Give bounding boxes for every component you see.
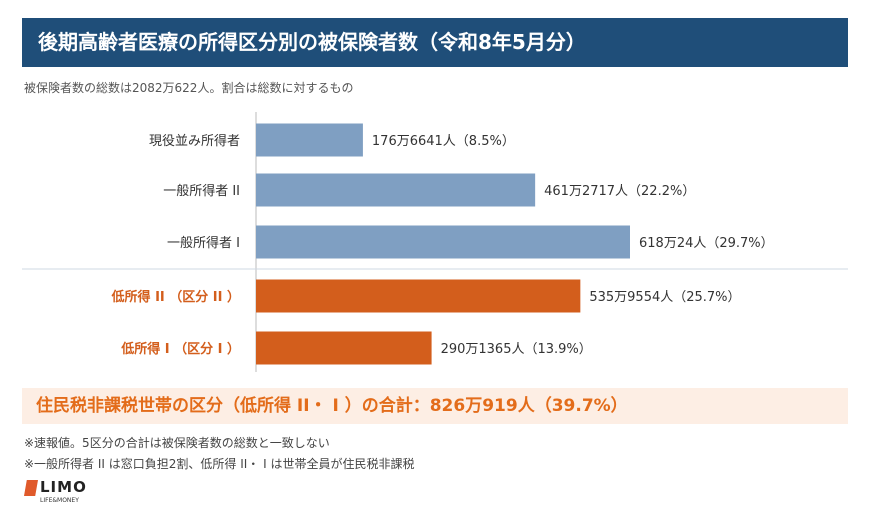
category-label-1: 一般所得者 II bbox=[163, 183, 240, 199]
chart-title: 後期高齢者医療の所得区分別の被保険者数（令和8年5月分） bbox=[22, 18, 848, 67]
data-label-4: 290万1365人（13.9%） bbox=[441, 342, 592, 357]
logo-mark-icon bbox=[24, 480, 38, 496]
bar-chart: 現役並み所得者 176万6641人（8.5%） 一般所得者 II 461万2717人（… bbox=[22, 112, 848, 372]
chart-subtitle: 被保険者数の総数は2082万622人。割合は総数に対するもの bbox=[24, 81, 354, 95]
bar-4 bbox=[256, 331, 432, 365]
category-label-4: 低所得 I （区分 I ） bbox=[120, 341, 240, 357]
total-summary: 住民税非課税世帯の区分（低所得 II・ I ）の合計：826万919人（39.7… bbox=[22, 388, 848, 424]
data-label-2: 618万24人（29.7%） bbox=[639, 236, 774, 251]
limo-logo: LIMO LIFE&MONEY bbox=[24, 478, 87, 508]
data-label-3: 535万9554人（25.7%） bbox=[589, 290, 740, 305]
bar-0 bbox=[256, 123, 363, 157]
logo-tagline: LIFE&MONEY bbox=[40, 497, 79, 504]
bar-2 bbox=[256, 225, 630, 259]
bar-1 bbox=[256, 173, 536, 207]
note-2: ※一般所得者 II は窓口負担2割、低所得 II・ I は世帯全員が住民税非課税 bbox=[24, 457, 415, 471]
category-label-3: 低所得 II （区分 II ） bbox=[111, 289, 240, 305]
note-1: ※速報値。5区分の合計は被保険者数の総数と一致しない bbox=[24, 436, 330, 450]
category-label-0: 現役並み所得者 bbox=[149, 133, 240, 149]
category-label-2: 一般所得者 I bbox=[167, 235, 240, 251]
bar-3 bbox=[256, 279, 581, 313]
logo-name: LIMO bbox=[40, 478, 87, 496]
data-label-1: 461万2717人（22.2%） bbox=[544, 184, 695, 199]
data-label-0: 176万6641人（8.5%） bbox=[372, 134, 515, 149]
